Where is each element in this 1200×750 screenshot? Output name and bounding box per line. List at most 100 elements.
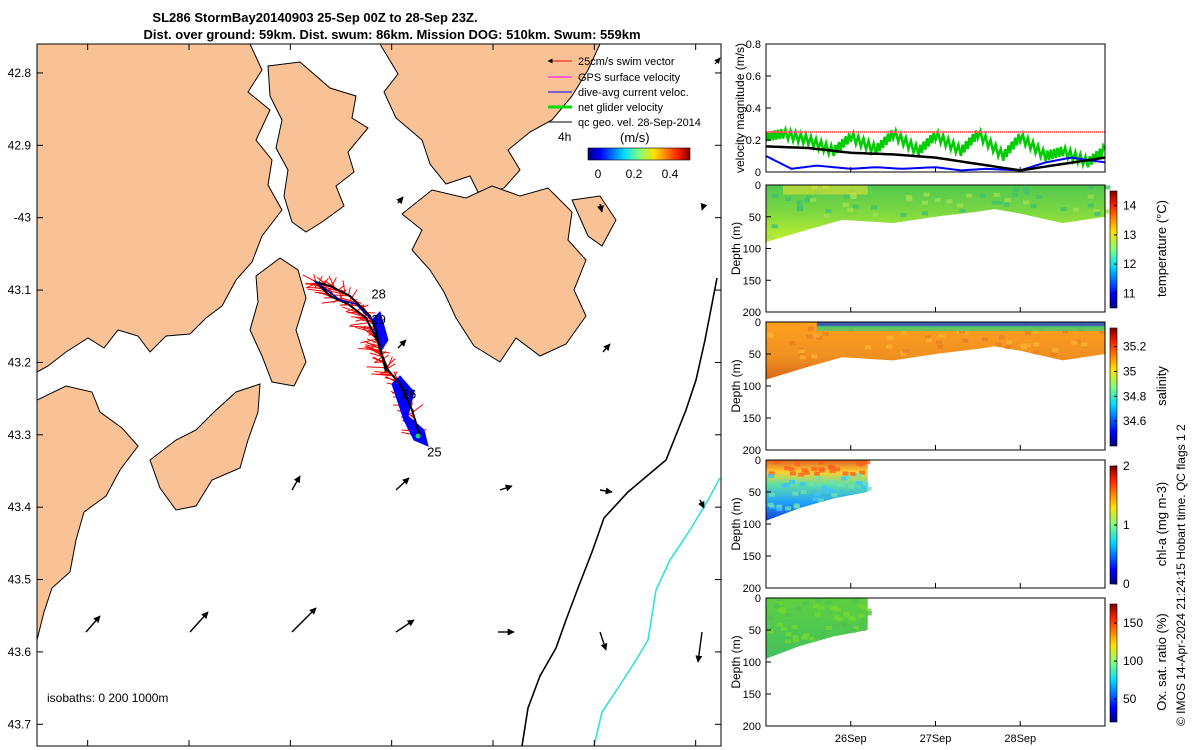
colorbar-tick-label: 100 [1123,654,1143,668]
heatmap-ytick-label: 100 [743,519,761,531]
heatmap-cell [1050,352,1057,357]
heatmap-cell [1023,200,1030,205]
colorbar-tick-label: 13 [1123,228,1137,242]
heatmap-cell [981,337,988,342]
swim-vector [369,352,383,358]
swim-vector [359,326,372,331]
current-vector [700,202,708,211]
heatmap-cell [796,607,803,612]
current-vectors [85,196,708,663]
heatmap-cell [843,613,850,618]
heatmap-cell [959,208,966,213]
land-west-mainland [37,44,283,373]
heatmap-cell [858,622,865,627]
time-tick-label: 26Sep [835,733,867,745]
heatmap-cell [803,633,810,638]
heatmap-cell [1032,329,1039,334]
heatmap-cell [821,631,828,636]
heatmap-ytick-label: 100 [743,381,761,393]
swim-vector [350,322,369,326]
heatmap-cell [768,471,775,476]
swim-vector [364,346,383,356]
heatmap-cell [1012,187,1019,192]
heatmap-cell [785,506,792,511]
heatmap-cell [937,344,944,349]
heatmap-cell [850,628,857,633]
legend-time-label: 4h [558,130,571,144]
heatmap-cell [865,608,872,613]
isobath-200m [521,277,718,747]
current-vector [395,619,415,633]
heatmap-cell [811,466,818,471]
heatmap-cell [781,483,788,488]
heatmap-cell [859,626,866,631]
heatmap-cell [833,615,840,620]
velocity-series-line [766,145,1105,172]
day-label: 29 [371,312,385,327]
heatmap-cell [784,639,791,644]
heatmap-ylabel: Depth (m) [729,222,743,275]
heatmap-cell [792,638,799,643]
land-bruny-south [149,383,261,511]
day-label: 26 [402,387,416,402]
map-ytick-label: 43.5 [8,573,32,587]
swim-vector [361,304,369,309]
heatmap-cell [792,634,799,639]
heatmap-cell [1004,197,1011,202]
current-vector [85,615,101,633]
heatmap-cell [1023,190,1030,195]
heatmap-cell [798,349,805,354]
heatmap-ytick-label: 200 [743,307,761,319]
heatmap-cell [925,338,932,343]
heatmap-cell [852,204,859,209]
heatmap-cell [779,607,786,612]
land-tasman-east [571,195,617,247]
swim-vector [347,287,351,296]
title-line2: Dist. over ground: 59km. Dist. swum: 86k… [143,27,640,42]
land-masses [37,44,617,641]
heatmap-cell [798,472,805,477]
heatmap-cell [859,470,866,475]
colorbar-tick-label: 12 [1123,257,1137,271]
heatmap-cell [1011,192,1018,197]
time-tick-label: 28Sep [1004,733,1036,745]
legend-label: net glider velocity [578,102,663,114]
swim-vector [338,289,347,301]
heatmap-ylabel: Depth (m) [729,635,743,688]
heatmap-ytick-label: 200 [743,583,761,595]
heatmap-cell [767,502,774,507]
heatmap-cell [935,340,942,345]
heatmap-warm-patch [782,185,868,195]
heatmap-temperature [765,184,1111,313]
heatmap-cell [815,476,822,481]
heatmap-cell [865,486,872,491]
heatmap-oxygen-saturation [765,597,1106,727]
swim-vector [355,316,371,322]
heatmap-cell [864,460,871,465]
heatmap-ytick-label: 50 [749,487,761,499]
heatmap-panels [765,184,1111,727]
heatmap-cell [1003,202,1010,207]
footer-credit: © IMOS 14-Apr-2024 21:24:15 Hobart time.… [1174,424,1188,726]
current-vector [602,343,611,353]
swim-vector [366,342,381,347]
heatmap-cell [886,344,893,349]
map-ytick-label: 43.6 [8,645,32,659]
colorbar-tick-label: 11 [1123,286,1136,300]
heatmap-cell [779,642,786,647]
heatmap-cell [862,482,869,487]
colorbar-tick-label: 35 [1123,364,1137,378]
heatmap-cell [768,492,775,497]
heatmap-cell [832,605,839,610]
heatmap-cell [773,460,780,465]
glider-path [312,279,421,437]
heatmap-cell [813,635,820,640]
velocity-ytick-label: 0 [755,167,761,179]
swim-vector [360,338,377,344]
heatmap-cell [997,200,1004,205]
map-ytick-label: 43.1 [8,283,32,297]
heatmap-salinity [765,321,1106,451]
swim-vector [386,358,396,368]
heatmap-cell [801,468,808,473]
heatmap-cell [844,623,851,628]
